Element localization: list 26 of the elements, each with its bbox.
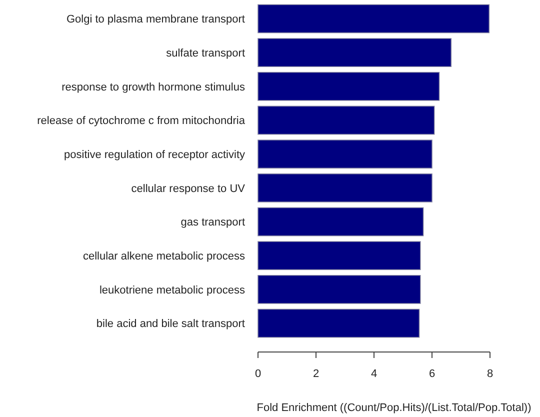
x-tick-label: 0 [254,368,262,380]
y-tick-label: sulfate transport [166,47,245,60]
bar [258,274,421,304]
bar [258,38,452,68]
y-tick-label: cellular alkene metabolic process [82,250,246,262]
bar [258,241,421,270]
bar [258,72,440,101]
x-tick-label: 4 [370,368,378,380]
x-tick-label: 6 [428,368,436,380]
y-tick-label: Golgi to plasma membrane transport [66,14,245,26]
y-tick-label: response to growth hormone stimulus [62,81,246,94]
bar [258,140,432,169]
y-tick-label: positive regulation of receptor activity [64,148,246,161]
bar [258,207,424,236]
y-tick-label: gas transport [180,216,245,229]
y-tick-label: release of cytochrome c from mitochondria [37,115,246,128]
x-tick-label: 8 [486,368,494,380]
bar [258,173,432,202]
bar [258,106,435,135]
bar [258,4,490,34]
bar [258,308,420,338]
y-tick-label: cellular response to UV [131,182,246,195]
y-tick-label: bile acid and bile salt transport [96,318,245,330]
x-tick-label: 2 [312,368,320,380]
y-tick-label: leukotriene metabolic process [99,284,246,296]
x-axis-title: Fold Enrichment ((Count/Pop.Hits)/(List.Total/Pop.Total)) [256,402,532,414]
